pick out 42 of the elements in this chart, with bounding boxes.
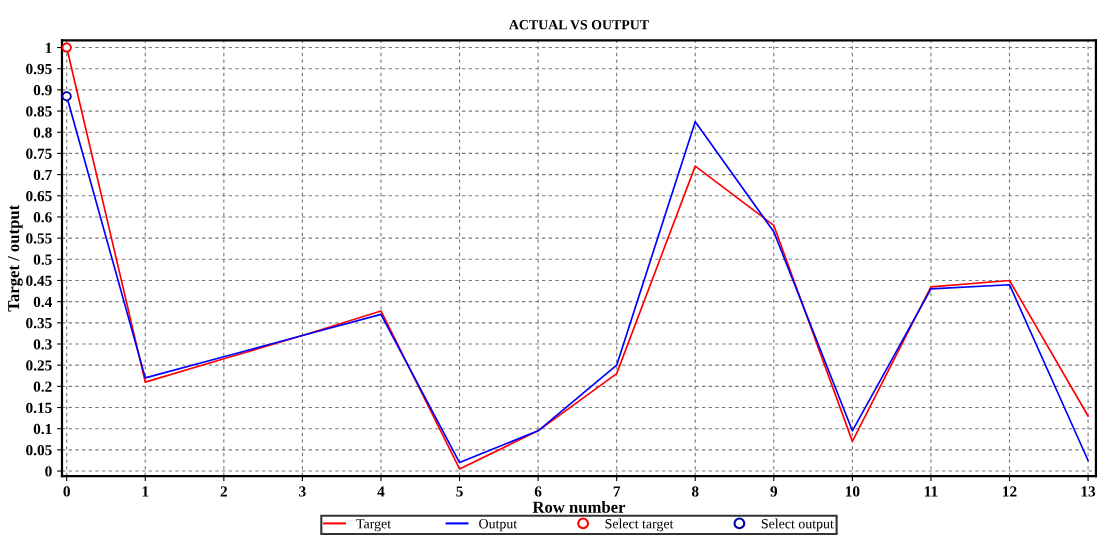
x-tick-label: 6 xyxy=(534,486,542,497)
y-tick-label: 0.55 xyxy=(26,233,52,244)
x-tick-label: 1 xyxy=(142,486,149,497)
y-tick-label: 0.95 xyxy=(26,63,52,75)
y-tick-label: 0.4 xyxy=(33,296,52,308)
y-tick-label: 0.15 xyxy=(26,402,52,414)
legend-label: Select output xyxy=(761,518,834,532)
chart-title: ACTUAL VS OUTPUT xyxy=(508,20,649,30)
y-tick-label: 0.3 xyxy=(33,339,52,350)
x-tick-label: 11 xyxy=(924,486,938,497)
x-tick-label: 13 xyxy=(1081,486,1096,497)
y-tick-label: 0 xyxy=(45,466,52,477)
y-tick-label: 0.85 xyxy=(26,106,52,117)
y-tick-label: 0.35 xyxy=(26,317,52,329)
x-tick-label: 5 xyxy=(456,486,463,497)
x-tick-label: 7 xyxy=(613,486,621,497)
x-tick-label: 0 xyxy=(63,486,70,497)
y-tick-label: 0.7 xyxy=(33,169,52,181)
x-axis-title: Row number xyxy=(532,501,626,513)
x-tick-label: 10 xyxy=(845,486,860,497)
y-tick-label: 0.6 xyxy=(33,212,52,223)
legend-label: Output xyxy=(479,519,518,532)
y-tick-label: 0.05 xyxy=(26,445,52,456)
y-tick-label: 0.1 xyxy=(33,423,52,435)
y-tick-label: 0.75 xyxy=(26,148,52,159)
y-tick-label: 0.45 xyxy=(26,275,52,286)
y-axis-title: Target / output xyxy=(8,204,23,312)
y-tick-label: 0.5 xyxy=(33,254,52,265)
y-tick-label: 1 xyxy=(45,42,52,53)
y-tick-label: 0.65 xyxy=(26,190,52,202)
legend-label: Target xyxy=(356,519,391,532)
x-tick-label: 2 xyxy=(220,486,227,497)
legend-label: Select target xyxy=(605,518,674,532)
y-tick-label: 0.8 xyxy=(33,127,52,138)
x-tick-label: 12 xyxy=(1003,486,1017,497)
y-tick-label: 0.2 xyxy=(33,381,52,392)
x-tick-label: 3 xyxy=(299,486,306,497)
x-tick-label: 4 xyxy=(377,486,385,497)
x-tick-label: 8 xyxy=(691,486,699,497)
x-tick-label: 9 xyxy=(770,486,778,497)
y-tick-label: 0.9 xyxy=(33,85,52,96)
y-tick-label: 0.25 xyxy=(26,360,52,371)
